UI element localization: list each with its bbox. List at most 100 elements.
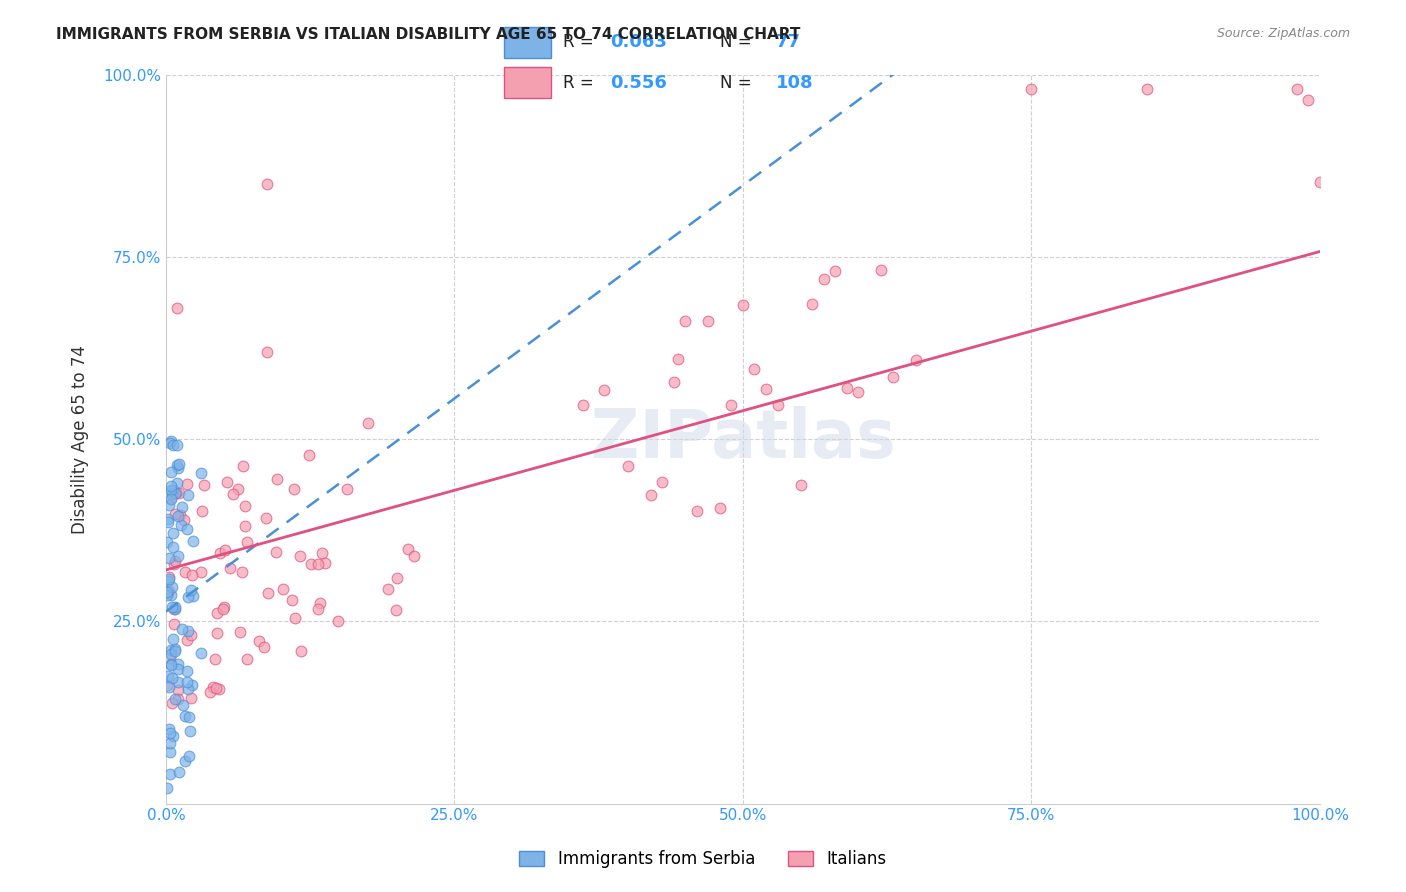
- Immigrants from Serbia: [157, 669, 180, 683]
- Italians: [231, 566, 253, 580]
- Italians: [256, 177, 278, 191]
- Immigrants from Serbia: [190, 646, 212, 660]
- Italians: [311, 546, 333, 560]
- Italians: [396, 541, 419, 556]
- Italians: [846, 385, 869, 400]
- Immigrants from Serbia: [166, 508, 188, 523]
- Italians: [165, 486, 187, 500]
- Italians: [202, 680, 225, 694]
- Italians: [571, 398, 593, 412]
- Italians: [377, 582, 399, 596]
- Immigrants from Serbia: [163, 599, 186, 614]
- Immigrants from Serbia: [174, 754, 197, 768]
- Immigrants from Serbia: [156, 574, 179, 589]
- Immigrants from Serbia: [170, 518, 193, 533]
- Immigrants from Serbia: [160, 487, 183, 501]
- Italians: [169, 508, 191, 522]
- Immigrants from Serbia: [159, 745, 181, 759]
- Italians: [166, 301, 188, 315]
- Immigrants from Serbia: [162, 540, 184, 554]
- Italians: [284, 611, 307, 625]
- FancyBboxPatch shape: [503, 27, 551, 58]
- Text: 77: 77: [776, 33, 800, 51]
- Immigrants from Serbia: [159, 725, 181, 739]
- Italians: [666, 352, 689, 367]
- Italians: [180, 628, 202, 642]
- Immigrants from Serbia: [157, 550, 180, 565]
- Italians: [212, 599, 235, 614]
- Italians: [384, 602, 406, 616]
- Italians: [226, 483, 249, 497]
- Immigrants from Serbia: [167, 675, 190, 690]
- Italians: [731, 298, 754, 312]
- Immigrants from Serbia: [179, 710, 201, 724]
- Immigrants from Serbia: [160, 491, 183, 506]
- Immigrants from Serbia: [162, 483, 184, 497]
- Italians: [824, 264, 846, 278]
- Immigrants from Serbia: [190, 467, 212, 481]
- Italians: [882, 370, 904, 384]
- Y-axis label: Disability Age 65 to 74: Disability Age 65 to 74: [72, 344, 89, 533]
- Immigrants from Serbia: [165, 642, 187, 657]
- Immigrants from Serbia: [177, 591, 200, 605]
- Immigrants from Serbia: [162, 580, 184, 594]
- Italians: [156, 678, 179, 692]
- Italians: [651, 475, 673, 489]
- Italians: [205, 606, 228, 620]
- Italians: [229, 624, 252, 639]
- Italians: [357, 417, 380, 431]
- Italians: [198, 685, 221, 699]
- Immigrants from Serbia: [156, 535, 179, 549]
- Italians: [1021, 82, 1043, 96]
- Italians: [235, 534, 257, 549]
- Immigrants from Serbia: [160, 648, 183, 662]
- Italians: [253, 640, 276, 654]
- Immigrants from Serbia: [177, 488, 200, 502]
- Immigrants from Serbia: [162, 632, 184, 647]
- Italians: [235, 652, 257, 666]
- Italians: [162, 696, 184, 710]
- Immigrants from Serbia: [163, 602, 186, 616]
- Italians: [167, 485, 190, 500]
- Italians: [1285, 82, 1308, 96]
- Italians: [190, 566, 212, 580]
- Immigrants from Serbia: [160, 465, 183, 479]
- Immigrants from Serbia: [179, 749, 201, 764]
- Italians: [281, 593, 304, 607]
- Immigrants from Serbia: [160, 588, 183, 602]
- Italians: [402, 549, 425, 563]
- Italians: [266, 472, 288, 486]
- Italians: [616, 458, 638, 473]
- Italians: [904, 353, 927, 368]
- Italians: [233, 500, 256, 514]
- Italians: [205, 625, 228, 640]
- Italians: [288, 549, 311, 563]
- Immigrants from Serbia: [176, 624, 198, 639]
- Immigrants from Serbia: [156, 589, 179, 603]
- Text: IMMIGRANTS FROM SERBIA VS ITALIAN DISABILITY AGE 65 TO 74 CORRELATION CHART: IMMIGRANTS FROM SERBIA VS ITALIAN DISABI…: [56, 27, 800, 42]
- Immigrants from Serbia: [180, 582, 202, 597]
- Italians: [159, 651, 181, 665]
- Immigrants from Serbia: [172, 698, 194, 712]
- Immigrants from Serbia: [156, 781, 179, 796]
- Immigrants from Serbia: [167, 765, 190, 780]
- Immigrants from Serbia: [160, 600, 183, 615]
- Text: N =: N =: [720, 74, 758, 92]
- Italians: [1136, 82, 1159, 96]
- Immigrants from Serbia: [170, 622, 193, 636]
- Italians: [744, 362, 766, 376]
- Italians: [307, 601, 329, 615]
- Italians: [789, 478, 811, 492]
- Italians: [163, 508, 186, 522]
- Italians: [193, 478, 215, 492]
- Immigrants from Serbia: [166, 475, 188, 490]
- Immigrants from Serbia: [181, 534, 204, 549]
- Immigrants from Serbia: [172, 500, 194, 514]
- Italians: [167, 692, 190, 706]
- Immigrants from Serbia: [160, 483, 183, 497]
- Immigrants from Serbia: [166, 461, 188, 475]
- Immigrants from Serbia: [157, 498, 180, 512]
- Legend: Immigrants from Serbia, Italians: Immigrants from Serbia, Italians: [513, 844, 893, 875]
- Italians: [173, 513, 195, 527]
- Italians: [290, 644, 312, 658]
